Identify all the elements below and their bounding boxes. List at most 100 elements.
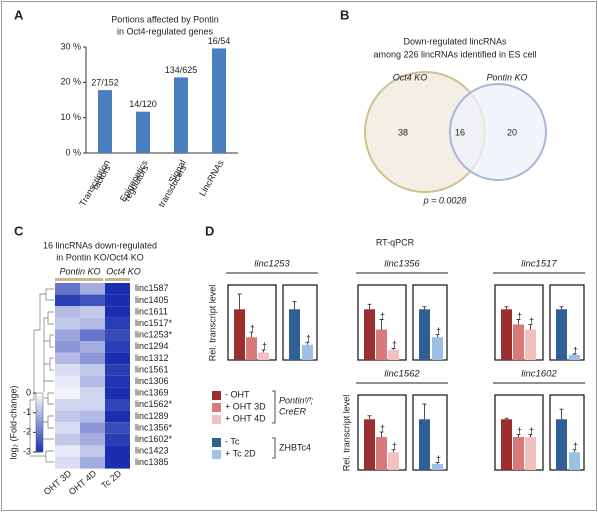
significance-mark: † — [573, 345, 578, 355]
bar — [525, 437, 536, 470]
heat-cell — [105, 457, 130, 469]
colorbar-step — [36, 428, 43, 431]
p-value: p = 0.0028 — [423, 195, 467, 205]
title-line: in Oct4-regulated genes — [117, 26, 214, 36]
row-label: linc1306 — [135, 376, 169, 386]
significance-mark: † — [380, 311, 385, 321]
heat-cell — [105, 387, 130, 399]
y-tick-label: 20 % — [60, 77, 81, 87]
legend-swatch — [212, 403, 221, 412]
row-label: linc1253* — [135, 330, 173, 340]
bar — [302, 344, 313, 360]
heat-cell — [80, 410, 105, 423]
error-bar — [379, 319, 384, 330]
bar — [569, 452, 580, 470]
heat-cell — [55, 457, 80, 469]
column-label: OHT 4D — [67, 468, 99, 497]
bar — [376, 329, 387, 360]
significance-mark: † — [250, 323, 255, 333]
row-label: linc1611 — [135, 306, 168, 316]
row-label: linc1587 — [135, 283, 169, 293]
significance-mark: † — [380, 423, 385, 433]
heat-cell — [55, 422, 80, 434]
bar — [364, 419, 375, 470]
significance-mark: † — [573, 441, 578, 451]
heat-cell — [105, 375, 130, 388]
y-tick-label: 30 % — [60, 41, 81, 51]
error-bar — [391, 347, 396, 350]
colorbar-step — [36, 438, 43, 441]
colorbar-step — [36, 442, 43, 445]
heat-cell — [80, 364, 105, 376]
heat-cell — [55, 445, 80, 457]
set-label: Oct4 KO — [393, 72, 428, 82]
group-bar — [55, 278, 103, 281]
row-label: linc1561 — [135, 364, 169, 374]
gene-title: linc1253 — [254, 259, 290, 270]
colorbar-step — [36, 418, 43, 421]
bar — [432, 337, 443, 360]
error-bar — [516, 319, 521, 325]
bar — [289, 309, 300, 360]
title-line: in Pontin KO/Oct4 KO — [56, 252, 144, 262]
group-bar — [105, 278, 130, 281]
bar — [136, 111, 150, 153]
value-label: 27/152 — [91, 77, 119, 87]
error-bar — [237, 293, 242, 310]
legend-group: ZHBTc4 — [279, 442, 311, 452]
significance-mark: † — [392, 340, 397, 350]
legend-group: CreER — [279, 406, 307, 416]
colorbar-tick-label: -2 — [23, 427, 31, 437]
colorbar-step — [36, 400, 43, 404]
bar — [234, 309, 245, 360]
colorbar-tick-label: -3 — [23, 446, 31, 456]
heat-cell — [55, 329, 80, 341]
heat-cell — [80, 294, 105, 307]
heat-cell — [105, 399, 130, 411]
row-label: linc1385 — [135, 457, 169, 467]
heat-cell — [80, 422, 105, 434]
bar — [556, 309, 567, 360]
significance-mark: † — [436, 326, 441, 336]
colorbar-step — [36, 404, 43, 408]
y-tick-label: 10 % — [60, 112, 81, 122]
heat-cell — [80, 306, 105, 318]
colorbar-step — [36, 412, 43, 415]
error-bar — [572, 449, 577, 453]
heat-cell — [55, 352, 80, 365]
value-label: 134/625 — [165, 65, 198, 75]
heat-cell — [80, 399, 105, 411]
legend-label: + OHT 4D — [225, 413, 266, 423]
heat-cell — [80, 352, 105, 365]
column-group: Pontin KO — [59, 266, 100, 276]
bar — [501, 419, 512, 470]
heat-cell — [55, 341, 80, 353]
bar — [246, 337, 257, 360]
gene-title: linc1562 — [384, 369, 420, 380]
significance-mark: † — [517, 426, 522, 436]
heat-cell — [105, 283, 130, 295]
column-label: Tc 2D — [99, 468, 123, 491]
heat-cell — [105, 352, 130, 365]
region-count: 20 — [507, 127, 517, 137]
heat-cell — [55, 306, 80, 318]
title-line: 16 lincRNAs down-regulated — [43, 240, 157, 250]
error-bar — [261, 349, 266, 353]
region-count: 16 — [455, 127, 465, 137]
bar — [556, 419, 567, 470]
gene-title: linc1517 — [521, 259, 557, 270]
significance-mark: † — [436, 454, 441, 464]
legend-label: - OHT — [225, 389, 250, 399]
bar — [432, 463, 443, 470]
error-bar — [435, 334, 440, 338]
y-axis-label: Rel. transcript level — [341, 395, 351, 472]
bar — [569, 354, 580, 360]
gene-title: linc1356 — [384, 259, 420, 270]
legend-label: + OHT 3D — [225, 401, 266, 411]
bar — [513, 324, 524, 360]
heat-cell — [80, 375, 105, 388]
heat-cell — [55, 283, 80, 295]
heat-cell — [55, 399, 80, 411]
colorbar-step — [36, 406, 43, 410]
